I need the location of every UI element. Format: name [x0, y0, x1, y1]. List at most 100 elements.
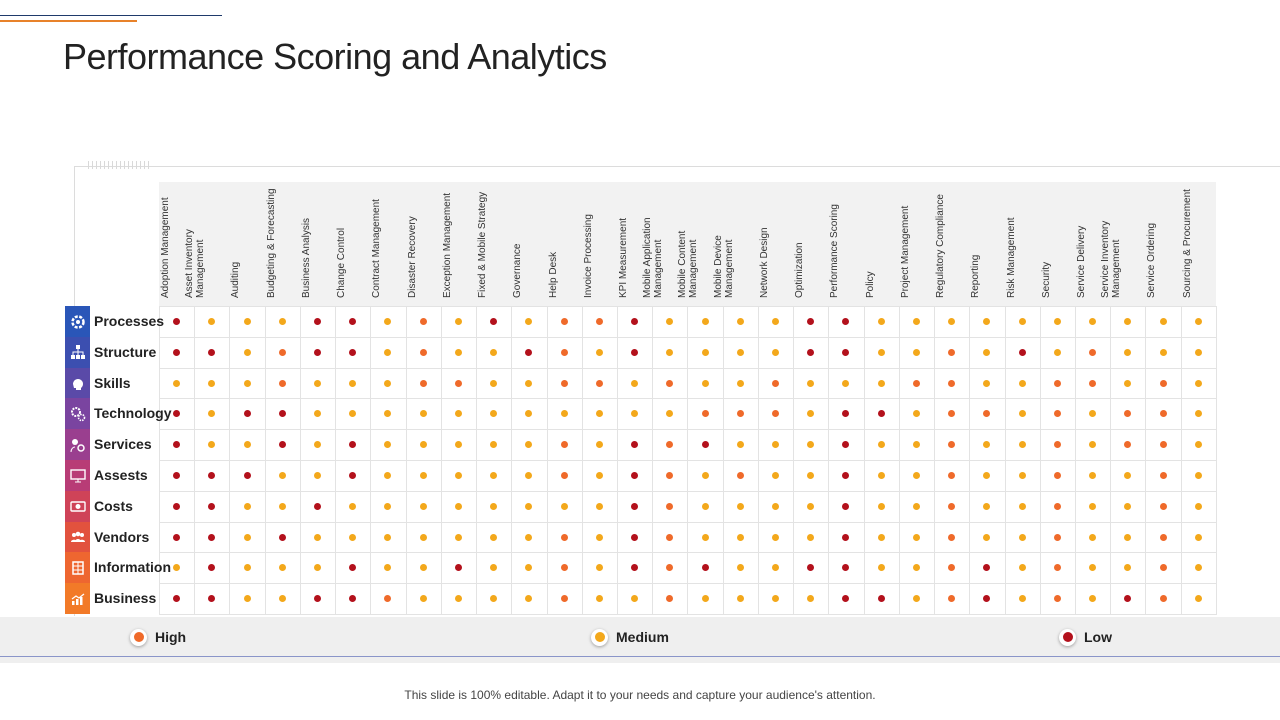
score-dot: [842, 595, 850, 603]
score-dot: [983, 533, 991, 541]
score-dot: [173, 564, 181, 572]
score-dot: [701, 471, 709, 479]
score-dot: [1159, 441, 1167, 449]
column-header: Performance Scoring: [828, 182, 863, 304]
score-dot: [419, 502, 427, 510]
score-dot: [701, 502, 709, 510]
column-header-label: Project Management: [899, 205, 911, 298]
score-dot: [1124, 471, 1132, 479]
score-dot: [454, 317, 462, 325]
grid-line-horizontal: [159, 614, 1216, 615]
score-dot: [877, 471, 885, 479]
score-dot: [243, 441, 251, 449]
score-dot: [419, 564, 427, 572]
score-dot: [349, 441, 357, 449]
score-dot: [349, 564, 357, 572]
score-dot: [1194, 471, 1202, 479]
score-dot: [1053, 564, 1061, 572]
score-dot: [384, 564, 392, 572]
score-dot: [243, 533, 251, 541]
column-header-label: KPI Measurement: [617, 217, 629, 298]
score-dot: [349, 317, 357, 325]
column-header-label: Asset Inventory Management: [184, 229, 207, 298]
column-header-label: Network Design: [758, 227, 770, 298]
score-dot: [772, 379, 780, 387]
column-header-label: Fixed & Mobile Strategy: [477, 191, 489, 298]
score-dot: [877, 317, 885, 325]
score-dot: [912, 502, 920, 510]
score-dot: [490, 564, 498, 572]
score-dot: [384, 348, 392, 356]
row-label-costs: Costs: [94, 497, 133, 514]
score-dot: [807, 317, 815, 325]
score-dot: [525, 595, 533, 603]
score-dot: [560, 410, 568, 418]
score-dot: [1194, 502, 1202, 510]
score-dot: [701, 441, 709, 449]
score-dot: [1053, 595, 1061, 603]
column-header: Exception Management: [441, 182, 476, 304]
score-dot: [666, 502, 674, 510]
score-dot: [173, 410, 181, 418]
score-dot: [560, 317, 568, 325]
column-header: Service Inventory Management: [1100, 182, 1145, 304]
row-label-services: Services: [94, 436, 152, 453]
grid-line-horizontal: [159, 552, 1216, 554]
row-label-information: Information: [94, 559, 171, 576]
legend-item-high: High: [130, 625, 186, 649]
page-title: Performance Scoring and Analytics: [63, 36, 607, 77]
grid-line-horizontal: [159, 583, 1216, 585]
database-icon: [65, 552, 90, 584]
score-dot: [948, 471, 956, 479]
score-dot: [877, 441, 885, 449]
score-dot: [314, 410, 322, 418]
score-dot: [454, 533, 462, 541]
column-header: Reporting: [969, 182, 1004, 304]
score-dot: [1124, 348, 1132, 356]
score-dot: [1089, 564, 1097, 572]
score-dot: [525, 317, 533, 325]
score-dot: [1124, 379, 1132, 387]
score-dot: [736, 564, 744, 572]
score-dot: [666, 441, 674, 449]
score-dot: [948, 595, 956, 603]
column-header-label: Mobile Content Management: [677, 230, 700, 298]
score-dot: [1018, 471, 1026, 479]
score-dot: [772, 348, 780, 356]
column-header-label: Invoice Processing: [582, 214, 594, 298]
score-dot: [807, 533, 815, 541]
column-header-label: Exception Management: [441, 192, 453, 298]
score-dot: [560, 564, 568, 572]
score-dot: [1089, 317, 1097, 325]
score-dot: [807, 379, 815, 387]
score-dot: [736, 471, 744, 479]
score-dot: [349, 502, 357, 510]
grid-line-horizontal: [159, 490, 1216, 492]
column-header-label: Business Analysis: [300, 217, 312, 298]
score-dot: [243, 348, 251, 356]
score-dot: [912, 471, 920, 479]
score-dot: [384, 502, 392, 510]
score-dot: [525, 533, 533, 541]
score-dot: [525, 379, 533, 387]
score-dot: [1018, 317, 1026, 325]
score-dot: [1124, 533, 1132, 541]
column-header-label: Budgeting & Forecasting: [265, 188, 277, 298]
score-dot: [525, 502, 533, 510]
score-dot: [666, 471, 674, 479]
score-dot: [595, 348, 603, 356]
score-dot: [243, 317, 251, 325]
score-dot: [1124, 410, 1132, 418]
grid-line-horizontal: [159, 429, 1216, 431]
score-dot: [278, 410, 286, 418]
score-dot: [1018, 595, 1026, 603]
score-dot: [173, 379, 181, 387]
score-dot: [631, 502, 639, 510]
score-dot: [525, 348, 533, 356]
column-header: Auditing: [229, 182, 264, 304]
column-header: Invoice Processing: [582, 182, 617, 304]
score-dot: [208, 348, 216, 356]
column-header: Optimization: [793, 182, 828, 304]
score-dot: [1159, 471, 1167, 479]
score-dot: [1089, 502, 1097, 510]
